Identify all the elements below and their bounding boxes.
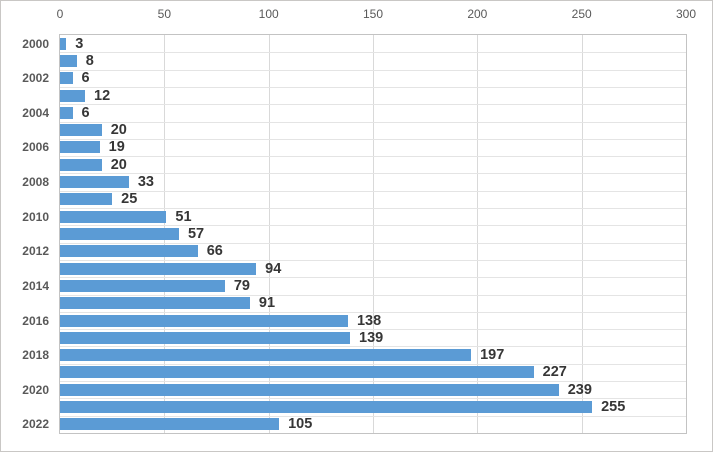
- y-axis-year-label: 2012: [22, 244, 49, 259]
- bar-2000: [60, 37, 67, 50]
- bar-2008: [60, 176, 129, 189]
- gridline-horizontal: [60, 294, 686, 296]
- y-axis-year-label: 2010: [22, 209, 49, 224]
- bar-2018: [60, 349, 472, 362]
- y-axis-year-label: 2020: [22, 382, 49, 397]
- bar-2016: [60, 314, 348, 327]
- gridline-horizontal: [60, 277, 686, 279]
- gridline-horizontal: [60, 415, 686, 417]
- bar-value-label: 51: [175, 208, 192, 225]
- gridline-horizontal: [60, 259, 686, 261]
- gridline-horizontal: [60, 346, 686, 348]
- x-axis-tick-label: 0: [56, 7, 64, 21]
- bar-value-label: 79: [233, 277, 250, 294]
- bar-2006: [60, 141, 100, 154]
- gridline-horizontal: [60, 52, 686, 54]
- bar-value-label: 33: [137, 174, 154, 191]
- gridline-horizontal: [60, 121, 686, 123]
- gridline-horizontal: [60, 208, 686, 210]
- bar-value-label: 94: [265, 260, 282, 277]
- y-axis-year-label: 2000: [22, 36, 49, 51]
- gridline-vertical: [581, 35, 583, 433]
- y-axis-year-label: 2004: [22, 105, 49, 120]
- y-axis-year-label: 2006: [22, 140, 49, 155]
- bar-value-label: 8: [85, 52, 94, 69]
- bar-value-label: 91: [258, 295, 276, 312]
- bar-value-label: 3: [75, 35, 84, 52]
- bar-2001: [60, 54, 77, 67]
- bar-value-label: 19: [108, 139, 125, 156]
- gridline-horizontal: [60, 225, 686, 227]
- x-axis-tick-label: 250: [571, 7, 592, 21]
- bar-2005: [60, 124, 102, 137]
- gridline-horizontal: [60, 398, 686, 400]
- x-axis-tick-label: 300: [675, 7, 697, 21]
- bar-value-label: 197: [480, 347, 505, 364]
- bar-2021: [60, 401, 593, 414]
- bar-value-label: 66: [206, 243, 223, 260]
- gridline-horizontal: [60, 138, 686, 140]
- y-axis-year-label: 2016: [22, 313, 49, 328]
- bar-value-label: 239: [567, 381, 592, 398]
- bar-2017: [60, 331, 351, 344]
- bar-2012: [60, 245, 198, 258]
- bar-value-label: 20: [110, 122, 127, 139]
- bar-value-label: 6: [81, 70, 90, 87]
- bar-value-label: 138: [356, 312, 382, 329]
- bar-value-label: 12: [94, 87, 111, 104]
- y-axis-year-label: 2008: [22, 175, 49, 190]
- gridline-horizontal: [60, 363, 686, 365]
- bar-2015: [60, 297, 250, 310]
- bar-2022: [60, 418, 280, 431]
- x-axis-tick-label: 150: [362, 7, 384, 21]
- gridline-horizontal: [60, 104, 686, 106]
- bar-2009: [60, 193, 113, 206]
- bar-2004: [60, 106, 73, 119]
- bar-2007: [60, 158, 102, 171]
- y-axis-year-label: 2002: [22, 71, 49, 86]
- bar-2003: [60, 89, 86, 102]
- bar-value-label: 25: [121, 191, 138, 208]
- gridline-horizontal: [60, 69, 686, 71]
- bar-2013: [60, 262, 257, 275]
- bar-2010: [60, 210, 167, 223]
- x-axis-tick-label: 200: [467, 7, 488, 21]
- bar-2011: [60, 228, 179, 240]
- bar-2002: [60, 72, 73, 85]
- bar-2014: [60, 279, 225, 292]
- plot-area: 3 8 6 12 6 20 19 20 33 25 51 57 66 94 79 91 138 139 197 227…: [59, 34, 687, 434]
- gridline-horizontal: [60, 190, 686, 192]
- gridline-horizontal: [60, 381, 686, 383]
- y-axis-year-label: 2018: [22, 348, 49, 363]
- bar-value-label: 57: [187, 226, 205, 242]
- bar-value-label: 105: [288, 416, 313, 433]
- gridline-horizontal: [60, 156, 686, 158]
- y-axis-year-label: 2014: [22, 278, 49, 293]
- y-axis-year-label: 2022: [22, 417, 49, 432]
- gridline-horizontal: [60, 242, 686, 244]
- bar-value-label: 227: [542, 364, 567, 381]
- bar-2019: [60, 366, 534, 379]
- x-axis-tick-label: 50: [157, 7, 172, 21]
- bar-value-label: 139: [359, 329, 384, 346]
- gridline-horizontal: [60, 86, 686, 88]
- x-axis-tick-label: 100: [258, 7, 279, 21]
- bar-2020: [60, 383, 559, 396]
- bar-value-label: 6: [81, 104, 90, 121]
- bar-value-label: 20: [110, 156, 127, 173]
- bar-value-label: 255: [601, 399, 626, 416]
